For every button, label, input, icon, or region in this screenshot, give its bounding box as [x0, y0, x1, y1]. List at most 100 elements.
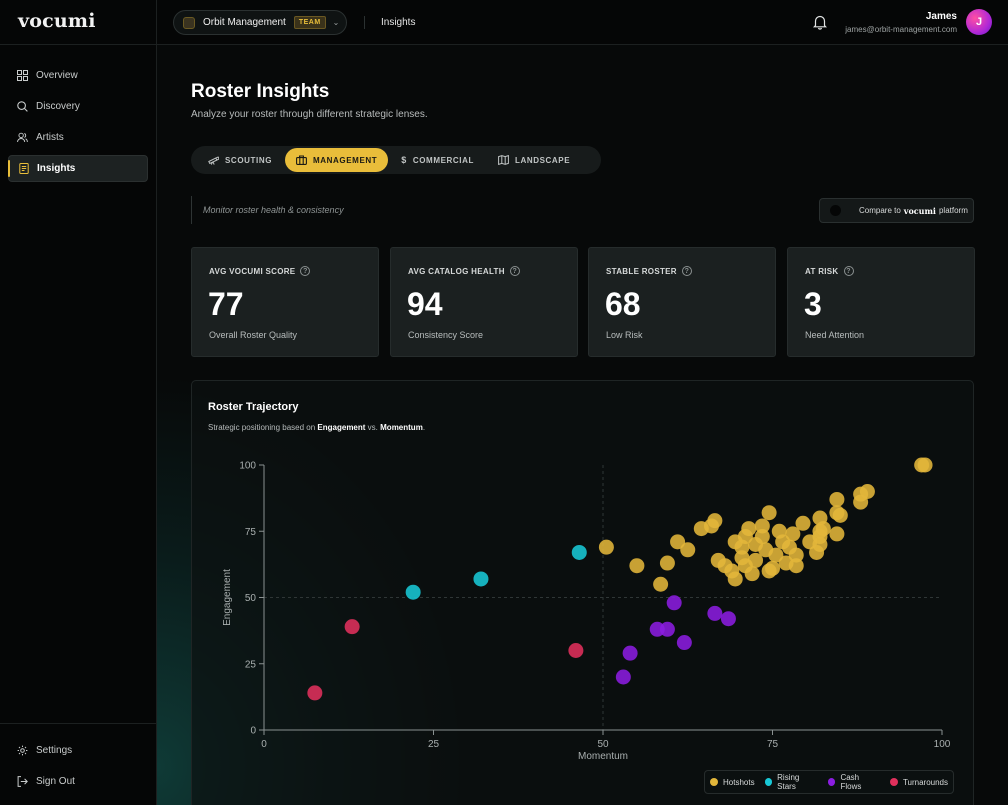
legend-label: Cash Flows [840, 773, 862, 791]
stat-card-stable-roster: STABLE ROSTER? 68 Low Risk [588, 247, 776, 357]
compare-label-prefix: Compare to [859, 206, 901, 215]
data-point-turnarounds [568, 643, 584, 658]
briefcase-icon [296, 155, 307, 165]
help-icon[interactable]: ? [681, 266, 692, 276]
team-selector[interactable]: Orbit Management TEAM ⌄ [173, 10, 347, 35]
main-content: Roster Insights Analyze your roster thro… [157, 45, 1008, 805]
sidebar-item-artists[interactable]: Artists [8, 124, 148, 151]
data-point-hotshots [670, 534, 686, 550]
compare-platform-toggle[interactable]: Compare to vocumi platform [819, 198, 974, 223]
stat-label-text: AVG VOCUMI SCORE [209, 266, 296, 276]
search-icon [17, 101, 28, 112]
top-bar: Orbit Management TEAM ⌄ Insights James j… [157, 0, 1008, 45]
stat-label: AT RISK? [805, 266, 854, 276]
data-point-rising-stars [473, 571, 489, 587]
user-avatar[interactable]: J [966, 9, 992, 35]
legend-label: Rising Stars [777, 773, 800, 791]
tab-label: SCOUTING [225, 155, 273, 165]
data-point-hotshots [659, 555, 675, 571]
sidebar-item-label: Artists [36, 132, 64, 143]
tab-management[interactable]: MANAGEMENT [285, 148, 389, 172]
stat-caption: Low Risk [606, 330, 643, 340]
help-icon[interactable]: ? [300, 266, 311, 276]
data-point-hotshots [727, 571, 743, 587]
sidebar-item-label: Discovery [36, 101, 80, 112]
y-tick-label: 25 [245, 659, 257, 670]
stat-card-at-risk: AT RISK? 3 Need Attention [787, 247, 975, 357]
toggle-switch[interactable] [830, 205, 841, 216]
data-point-hotshots [653, 576, 669, 592]
data-point-hotshots [812, 510, 828, 526]
stat-label-text: AVG CATALOG HEALTH [408, 266, 505, 276]
data-point-hotshots [748, 552, 764, 568]
y-tick-label: 75 [245, 527, 257, 538]
stat-label: AVG VOCUMI SCORE? [209, 266, 311, 276]
sidebar: vocumi Overview Discovery Artists [0, 0, 157, 805]
data-point-rising-stars [571, 544, 587, 560]
user-email: james@orbit-management.com [845, 25, 957, 34]
sidebar-item-label: Sign Out [36, 776, 75, 787]
stat-value: 94 [407, 286, 443, 322]
topbar-separator [364, 16, 365, 29]
data-point-hotshots [765, 560, 780, 576]
chart-axes: 0 25 50 75 100 0 25 50 75 100 Momentum Engagement [222, 461, 951, 763]
stat-label: STABLE ROSTER? [606, 266, 692, 276]
tab-scouting[interactable]: SCOUTING [197, 148, 283, 172]
lens-description: Monitor roster health & consistency [191, 196, 344, 224]
data-point-hotshots [829, 526, 845, 542]
tab-commercial[interactable]: $ COMMERCIAL [390, 148, 485, 172]
x-tick-label: 0 [261, 739, 267, 750]
stat-caption: Consistency Score [408, 330, 484, 340]
legend-item[interactable]: Hotshots [710, 778, 755, 787]
sidebar-item-discovery[interactable]: Discovery [8, 93, 148, 120]
data-point-hotshots [629, 558, 645, 574]
sidebar-item-label: Settings [36, 745, 73, 756]
x-tick-label: 25 [428, 739, 440, 750]
team-badge: TEAM [293, 16, 326, 29]
sidebar-nav: Overview Discovery Artists Insights [8, 62, 148, 186]
data-point-hotshots [768, 547, 784, 563]
dollar-icon: $ [401, 155, 407, 165]
telescope-icon [208, 155, 219, 165]
app-logo[interactable]: vocumi [18, 10, 96, 32]
stat-label-text: AT RISK [805, 266, 839, 276]
data-point-hotshots [761, 505, 777, 521]
compare-label-suffix: platform [938, 206, 968, 215]
sidebar-item-settings[interactable]: Settings [8, 737, 148, 764]
sidebar-divider [0, 44, 156, 45]
x-axis-label: Momentum [578, 751, 628, 762]
legend-swatch [710, 778, 718, 786]
stat-caption: Overall Roster Quality [209, 330, 298, 340]
sidebar-bottom-nav: Settings Sign Out [8, 737, 148, 799]
legend-label: Turnarounds [902, 777, 948, 787]
data-point-hotshots [788, 547, 804, 563]
legend-label: Hotshots [723, 777, 755, 787]
legend-swatch [764, 778, 773, 786]
x-tick-label: 75 [767, 739, 779, 750]
sidebar-item-overview[interactable]: Overview [8, 62, 148, 89]
legend-swatch [889, 778, 898, 786]
chart-subtitle-end: . [422, 423, 426, 432]
roster-trajectory-card: Roster Trajectory Strategic positioning … [191, 380, 974, 805]
chart-subtitle-vs: vs. [367, 423, 378, 432]
legend-item[interactable]: Rising Stars [764, 773, 818, 791]
stat-caption: Need Attention [805, 330, 865, 340]
stat-card-avg-catalog-health: AVG CATALOG HEALTH? 94 Consistency Score [390, 247, 578, 357]
users-icon [17, 132, 28, 143]
data-point-hotshots [917, 457, 933, 473]
help-icon[interactable]: ? [509, 266, 520, 276]
x-tick-label: 50 [597, 739, 609, 750]
sidebar-item-sign-out[interactable]: Sign Out [8, 768, 148, 795]
legend-item[interactable]: Cash Flows [827, 773, 880, 791]
y-tick-label: 50 [245, 593, 257, 604]
data-point-hotshots [832, 507, 848, 523]
chart-points [307, 457, 933, 701]
legend-item[interactable]: Turnarounds [889, 777, 948, 787]
chart-subtitle: Strategic positioning based on Engagemen… [208, 423, 425, 432]
sidebar-item-insights[interactable]: Insights [8, 155, 148, 182]
user-name: James [925, 11, 957, 22]
help-icon[interactable]: ? [843, 266, 854, 276]
notification-bell-icon[interactable] [812, 14, 828, 30]
tab-landscape[interactable]: LANDSCAPE [487, 148, 581, 172]
data-point-rising-stars [405, 584, 421, 600]
